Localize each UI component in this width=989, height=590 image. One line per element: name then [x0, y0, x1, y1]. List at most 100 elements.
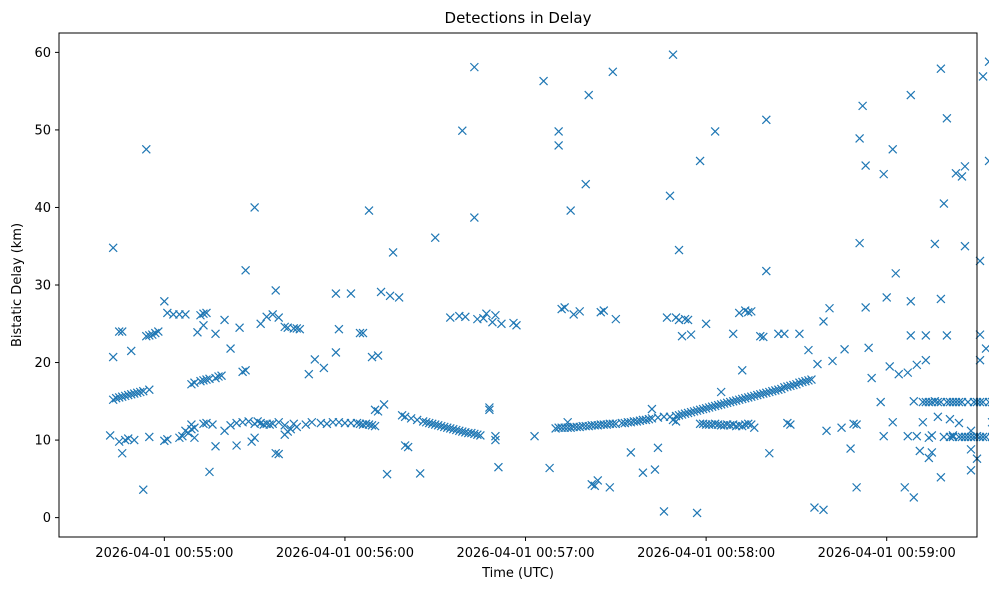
x-tick-label: 2026-04-01 00:56:00	[276, 546, 414, 561]
data-point-x-marker	[226, 344, 235, 354]
data-point-x-marker	[921, 397, 931, 407]
data-points	[105, 50, 989, 518]
data-point-x-marker	[686, 407, 696, 417]
data-point-x-marker	[217, 371, 226, 381]
data-point-x-marker	[740, 393, 750, 403]
data-point-x-marker	[244, 417, 254, 426]
data-point-x-marker	[960, 241, 970, 251]
data-point-x-marker	[584, 90, 594, 100]
data-point-x-marker	[481, 309, 491, 319]
data-point-x-marker	[190, 433, 199, 443]
data-point-x-marker	[915, 446, 925, 456]
data-point-x-marker	[984, 156, 989, 166]
data-point-x-marker	[484, 403, 494, 412]
data-point-x-marker	[918, 397, 928, 407]
data-point-x-marker	[271, 286, 281, 295]
data-point-x-marker	[978, 397, 988, 407]
data-point-x-marker	[250, 433, 260, 443]
data-point-x-marker	[761, 115, 771, 125]
y-tick-label: 20	[34, 356, 51, 371]
data-point-x-marker	[936, 472, 946, 482]
data-point-x-marker	[921, 355, 931, 365]
data-point-x-marker	[927, 448, 937, 457]
data-point-x-marker	[199, 375, 208, 385]
data-point-x-marker	[111, 393, 121, 403]
data-point-x-marker	[304, 369, 314, 379]
data-point-x-marker	[262, 312, 272, 322]
data-point-x-marker	[966, 465, 976, 475]
data-point-x-marker	[566, 206, 576, 215]
data-point-x-marker	[900, 482, 910, 492]
data-point-x-marker	[677, 331, 687, 341]
data-point-x-marker	[752, 390, 762, 400]
y-axis-title: Bistatic Delay (km)	[10, 223, 25, 347]
data-point-x-marker	[376, 287, 386, 297]
data-point-x-marker	[247, 437, 257, 447]
data-point-x-marker	[749, 423, 759, 433]
data-point-x-marker	[692, 406, 702, 416]
data-point-x-marker	[761, 266, 771, 276]
data-point-x-marker	[484, 405, 494, 415]
data-point-x-marker	[608, 67, 618, 77]
data-point-x-marker	[930, 239, 940, 249]
data-point-x-marker	[912, 360, 922, 370]
data-point-x-marker	[822, 426, 831, 436]
data-point-x-marker	[274, 313, 284, 322]
data-point-x-marker	[319, 363, 329, 373]
data-point-x-marker	[936, 397, 946, 407]
data-point-x-marker	[114, 393, 124, 402]
data-point-x-marker	[737, 394, 747, 404]
y-tick-label: 40	[34, 201, 51, 216]
data-point-x-marker	[683, 315, 693, 325]
data-point-x-marker	[936, 64, 946, 74]
data-point-x-marker	[196, 376, 205, 386]
data-point-x-marker	[494, 462, 503, 472]
data-point-x-marker	[779, 329, 789, 339]
data-point-x-marker	[861, 161, 871, 171]
data-point-x-marker	[939, 199, 949, 209]
data-point-x-marker	[906, 330, 916, 340]
data-point-x-marker	[373, 406, 383, 416]
data-point-x-marker	[882, 292, 892, 302]
data-point-x-marker	[442, 423, 452, 433]
data-point-x-marker	[710, 127, 720, 136]
data-point-x-marker	[235, 323, 245, 333]
data-point-x-marker	[746, 306, 756, 316]
y-tick-label: 60	[34, 46, 51, 61]
data-point-x-marker	[144, 385, 154, 395]
data-point-x-marker	[199, 320, 208, 330]
data-point-x-marker	[719, 399, 729, 409]
data-point-x-marker	[641, 415, 651, 425]
data-point-x-marker	[734, 395, 744, 405]
data-point-x-marker	[794, 329, 804, 339]
data-point-x-marker	[457, 427, 467, 436]
data-point-x-marker	[978, 432, 988, 442]
data-point-x-marker	[984, 57, 989, 67]
data-point-x-marker	[331, 289, 341, 298]
data-point-x-marker	[665, 191, 675, 201]
data-point-x-marker	[737, 365, 747, 375]
data-point-x-marker	[491, 431, 500, 441]
data-point-x-marker	[924, 453, 934, 463]
data-point-x-marker	[241, 265, 251, 275]
data-point-x-marker	[662, 313, 672, 322]
data-point-x-marker	[487, 317, 497, 327]
x-tick-label: 2026-04-01 00:55:00	[95, 546, 233, 561]
data-point-x-marker	[725, 397, 735, 407]
data-point-x-marker	[241, 365, 251, 375]
data-point-x-marker	[590, 481, 600, 491]
data-point-x-marker	[355, 328, 365, 338]
data-point-x-marker	[713, 400, 723, 410]
data-point-x-marker	[807, 375, 816, 385]
data-point-x-marker	[205, 467, 214, 477]
data-point-x-marker	[888, 417, 898, 427]
data-point-x-marker	[475, 431, 485, 440]
data-point-x-marker	[141, 331, 151, 341]
data-point-x-marker	[385, 291, 395, 301]
data-point-x-marker	[680, 409, 690, 419]
data-point-x-marker	[861, 303, 871, 312]
data-point-x-marker	[785, 420, 795, 429]
data-point-x-marker	[743, 393, 753, 402]
data-point-x-marker	[108, 243, 118, 253]
data-point-x-marker	[743, 419, 753, 429]
